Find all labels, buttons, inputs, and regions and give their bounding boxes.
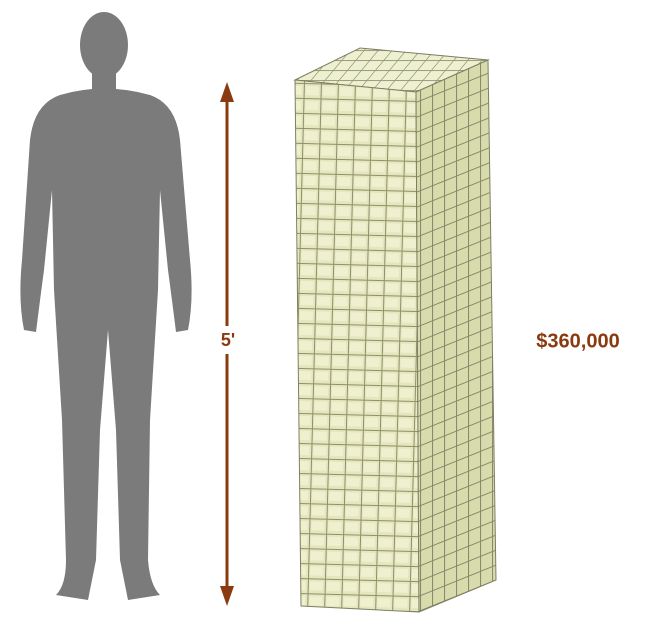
amount-label: $360,000 [536,330,619,352]
height-label: 5' [221,330,235,350]
money-stack [295,48,496,612]
infographic: 5' $360,000 [0,0,647,628]
illustration: 5' $360,000 [0,0,647,628]
person-silhouette [20,12,191,600]
